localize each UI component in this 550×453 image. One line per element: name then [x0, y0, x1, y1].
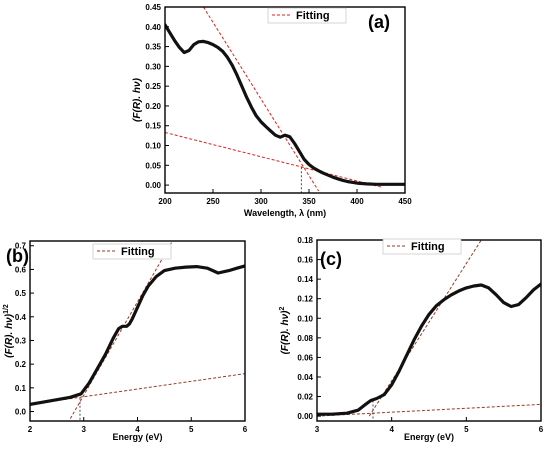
fit-line-a-1 [202, 7, 320, 192]
y-tick-label-b: 0.7 [15, 242, 27, 251]
y-tick-label-c: 0.08 [297, 334, 313, 343]
y-tick-label-c: 0.02 [297, 393, 313, 402]
data-series-b-1 [30, 264, 245, 406]
fit-line-c-2 [317, 403, 541, 417]
x-axis-title-b: Energy (eV) [112, 432, 162, 442]
x-tick-label-b: 6 [243, 425, 248, 434]
x-tick-label-a: 200 [158, 197, 172, 206]
fit-line-a-2 [165, 131, 382, 188]
y-axis-title-main-b: (F(R). hν) [4, 313, 15, 358]
y-tick-label-c: 0.14 [297, 275, 313, 284]
y-tick-label-c: 0.12 [297, 295, 313, 304]
y-tick-label-c: 0.16 [297, 256, 313, 265]
x-tick-label-a: 250 [206, 197, 220, 206]
y-tick-label-b: 0.0 [15, 408, 27, 417]
y-tick-label-a: 0.20 [145, 102, 161, 111]
x-tick-label-b: 3 [82, 425, 87, 434]
x-tick-label-c: 5 [464, 425, 469, 434]
y-tick-label-a: 0.30 [145, 62, 161, 71]
x-axis-title-a: Wavelength, λ (nm) [244, 208, 326, 218]
y-tick-label-b: 0.4 [15, 313, 27, 322]
legend-label-c: Fitting [411, 241, 445, 253]
y-tick-label-a: 0.35 [145, 43, 161, 52]
y-tick-label-c: 0.00 [297, 412, 313, 421]
legend-label-b: Fitting [121, 246, 155, 258]
plot-frame-c [316, 239, 542, 422]
plot-frame-b [29, 240, 246, 422]
plot-frame-a [164, 6, 406, 194]
y-axis-title-main-c: (F(R). hν) [280, 310, 291, 355]
legend-box-a [267, 7, 347, 24]
data-series-a-1 [165, 23, 405, 186]
legend-box-b [92, 243, 172, 260]
x-tick-label-a: 300 [254, 197, 268, 206]
x-tick-label-a: 450 [398, 197, 412, 206]
panel-label-c: (c) [320, 249, 342, 269]
y-axis-title-b: (F(R). hν)1/2 [3, 304, 15, 358]
x-tick-label-a: 400 [350, 197, 364, 206]
panel-label-a: (a) [368, 12, 390, 32]
y-tick-label-a: 0.45 [145, 3, 161, 12]
y-tick-label-c: 0.06 [297, 353, 313, 362]
y-tick-label-a: 0.15 [145, 122, 161, 131]
y-tick-label-c: 0.04 [297, 373, 313, 382]
x-tick-label-b: 4 [135, 425, 140, 434]
x-tick-label-a: 350 [302, 197, 316, 206]
panel-label-b: (b) [6, 246, 29, 266]
y-tick-label-a: 0.10 [145, 142, 161, 151]
y-tick-label-a: 0.00 [145, 181, 161, 190]
y-tick-label-b: 0.2 [15, 360, 27, 369]
legend-label-a: Fitting [296, 10, 330, 22]
y-axis-title-superscript-c: 2 [279, 307, 286, 311]
x-axis-title-c: Energy (eV) [404, 432, 454, 442]
fit-line-b-1 [69, 241, 173, 419]
y-axis-title-c: (F(R). hν)2 [279, 307, 291, 355]
x-tick-label-b: 5 [189, 425, 194, 434]
y-axis-title-a: (F(R). hν) [132, 77, 143, 122]
y-tick-label-a: 0.40 [145, 23, 161, 32]
data-series-c-1 [317, 282, 541, 416]
y-tick-label-c: 0.10 [297, 314, 313, 323]
x-tick-label-c: 4 [389, 425, 394, 434]
legend-box-c [382, 238, 462, 255]
y-tick-label-c: 0.18 [297, 236, 313, 245]
y-axis-title-main-a: (F(R). hν) [132, 77, 143, 122]
y-tick-label-b: 0.6 [15, 265, 27, 274]
y-tick-label-b: 0.5 [15, 289, 27, 298]
x-tick-label-c: 3 [315, 425, 320, 434]
y-tick-label-b: 0.1 [15, 384, 27, 393]
y-tick-label-b: 0.3 [15, 336, 27, 345]
y-axis-title-superscript-b: 1/2 [3, 304, 10, 314]
y-tick-label-a: 0.25 [145, 82, 161, 91]
x-tick-label-b: 2 [28, 425, 33, 434]
y-tick-label-a: 0.05 [145, 161, 161, 170]
x-tick-label-c: 6 [539, 425, 544, 434]
